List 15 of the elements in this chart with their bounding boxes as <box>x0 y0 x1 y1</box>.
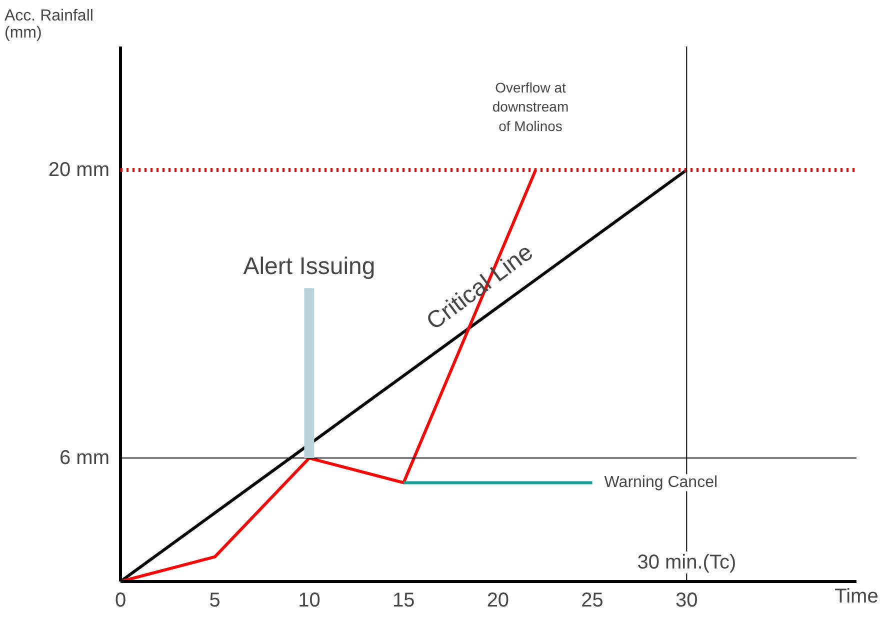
x-tick-label: 15 <box>392 590 415 612</box>
x-tick-label: 0 <box>114 590 126 612</box>
x-tick-label: 20 <box>486 590 510 612</box>
y-tick-label: 20 mm <box>48 158 110 181</box>
y-axis-title: Acc. Rainfall (mm) <box>4 8 94 42</box>
x-tick-label: 25 <box>581 590 604 612</box>
x-axis-title: Time <box>834 586 878 608</box>
ref-line-label: 30 min.(Tc) <box>637 552 736 574</box>
annotation: Alert Issuing <box>243 253 376 280</box>
x-tick-label: 10 <box>298 590 320 612</box>
series-label: Warning Cancel <box>604 474 718 492</box>
x-tick-label: 30 <box>676 590 698 612</box>
x-tick-label: 5 <box>209 590 220 612</box>
annotation: Overflow at downstream of Molinos <box>492 80 569 134</box>
y-tick-label: 6 mm <box>60 447 110 470</box>
